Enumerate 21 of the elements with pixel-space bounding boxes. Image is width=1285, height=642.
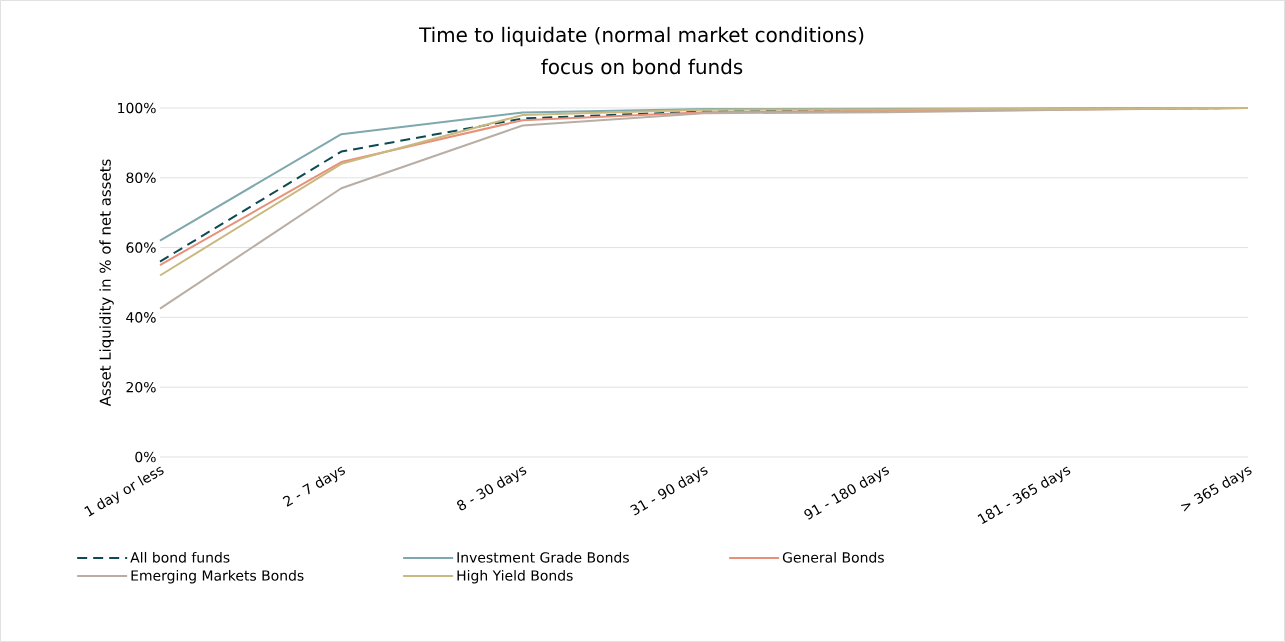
x-tick-label: 1 day or less	[84, 466, 164, 517]
x-tick-label: 2 - 7 days	[282, 466, 345, 507]
legend-label: High Yield Bonds	[457, 569, 573, 584]
y-tick-label: 0%	[135, 451, 156, 463]
y-tick-label: 80%	[126, 172, 156, 184]
x-tick-label: 31 - 90 days	[630, 466, 708, 516]
y-tick-label: 60%	[126, 242, 156, 253]
chart-subtitle: focus on bond funds	[541, 58, 743, 75]
chart-title: Time to liquidate (normal market conditions)	[419, 26, 864, 47]
legend-label: All bond funds	[130, 551, 230, 563]
x-tick-label: > 365 days	[1180, 466, 1252, 512]
legend-label: General Bonds	[782, 551, 884, 563]
legend-label: Investment Grade Bonds	[457, 551, 629, 563]
y-tick-label: 100%	[118, 102, 156, 114]
x-tick-label: 8 - 30 days	[457, 466, 527, 511]
y-axis-title: Asset Liquidity in % of net assets	[99, 159, 114, 407]
x-tick-label: 91 - 180 days	[804, 466, 889, 520]
x-tick-label: 181 - 365 days	[977, 466, 1071, 525]
y-tick-label: 20%	[126, 381, 156, 393]
legend-label: Emerging Markets Bonds	[131, 569, 304, 584]
y-tick-label: 40%	[126, 312, 156, 323]
